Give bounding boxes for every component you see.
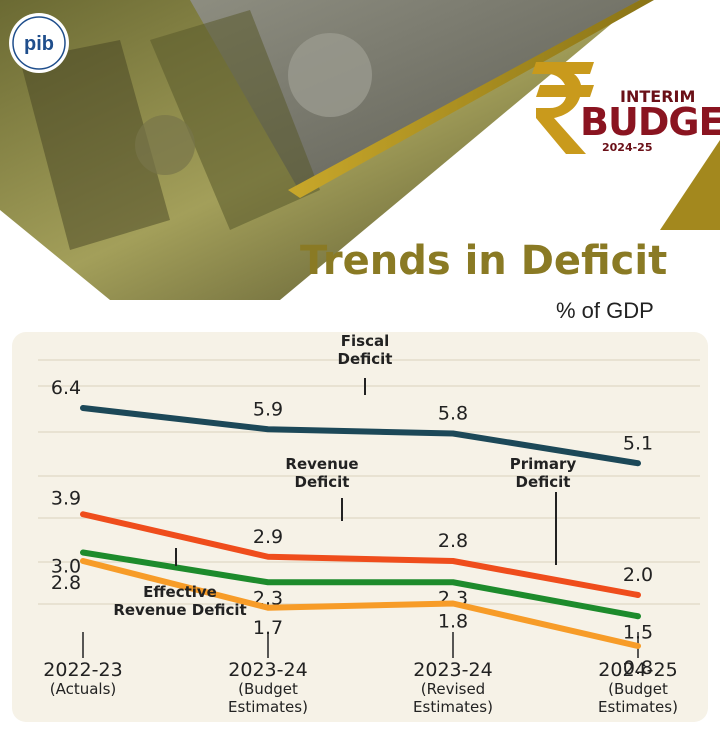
budget-year-label: 2024-25 xyxy=(602,141,653,154)
data-label-fiscal: 6.4 xyxy=(51,377,81,399)
pib-logo-text: pib xyxy=(24,33,54,55)
corner-accent xyxy=(660,140,720,230)
category-label: (Actuals) xyxy=(50,680,117,698)
gold-accent-band xyxy=(288,0,654,198)
category-label: (Budget xyxy=(608,680,668,698)
category-label: 2022-23 xyxy=(43,659,122,681)
category-label: Estimates) xyxy=(598,698,678,716)
series-label-primary: Deficit xyxy=(516,473,571,491)
series-label-fiscal: Fiscal xyxy=(341,332,389,350)
data-label-fiscal: 5.9 xyxy=(253,398,283,420)
rupee-icon xyxy=(530,58,600,163)
data-label-fiscal: 5.1 xyxy=(623,432,653,454)
series-label-revenue: Revenue xyxy=(285,455,358,473)
category-label: (Budget xyxy=(238,680,298,698)
series-label-revenue: Deficit xyxy=(295,473,350,491)
data-label-primary: 1.5 xyxy=(623,621,653,643)
data-label-effective: 2.8 xyxy=(51,572,81,594)
chart-title: Trends in Deficit xyxy=(300,238,668,284)
series-label-effective: Effective xyxy=(143,583,217,601)
data-label-effective: 1.7 xyxy=(253,617,283,639)
unit-label: % of GDP xyxy=(556,298,654,323)
series-line-revenue xyxy=(80,511,641,598)
series-label-fiscal: Deficit xyxy=(338,350,393,368)
banner-illustration xyxy=(0,0,720,300)
data-label-revenue: 3.9 xyxy=(51,487,81,509)
data-label-effective: 1.8 xyxy=(438,611,468,633)
data-label-revenue: 2.0 xyxy=(623,564,653,586)
series-label-effective: Revenue Deficit xyxy=(113,601,246,619)
data-label-revenue: 2.9 xyxy=(253,526,283,548)
category-label: Estimates) xyxy=(228,698,308,716)
pib-logo: pib xyxy=(8,12,70,79)
category-label: 2023-24 xyxy=(228,659,307,681)
data-label-fiscal: 5.8 xyxy=(438,403,468,425)
series-line-fiscal xyxy=(80,405,641,467)
data-label-revenue: 2.8 xyxy=(438,530,468,552)
data-label-primary: 3.0 xyxy=(51,556,81,578)
category-label: Estimates) xyxy=(413,698,493,716)
category-label: (Revised xyxy=(421,680,485,698)
series-line-primary xyxy=(80,549,641,620)
budget-logo-word: BUDGET xyxy=(580,100,720,144)
series-line-effective xyxy=(80,558,641,649)
category-label: 2023-24 xyxy=(413,659,492,681)
data-label-effective: 0.8 xyxy=(623,657,653,679)
budget-interim-label: INTERIM xyxy=(620,87,696,106)
category-label: 2024-25 xyxy=(598,659,677,681)
series-label-primary: Primary xyxy=(510,455,577,473)
